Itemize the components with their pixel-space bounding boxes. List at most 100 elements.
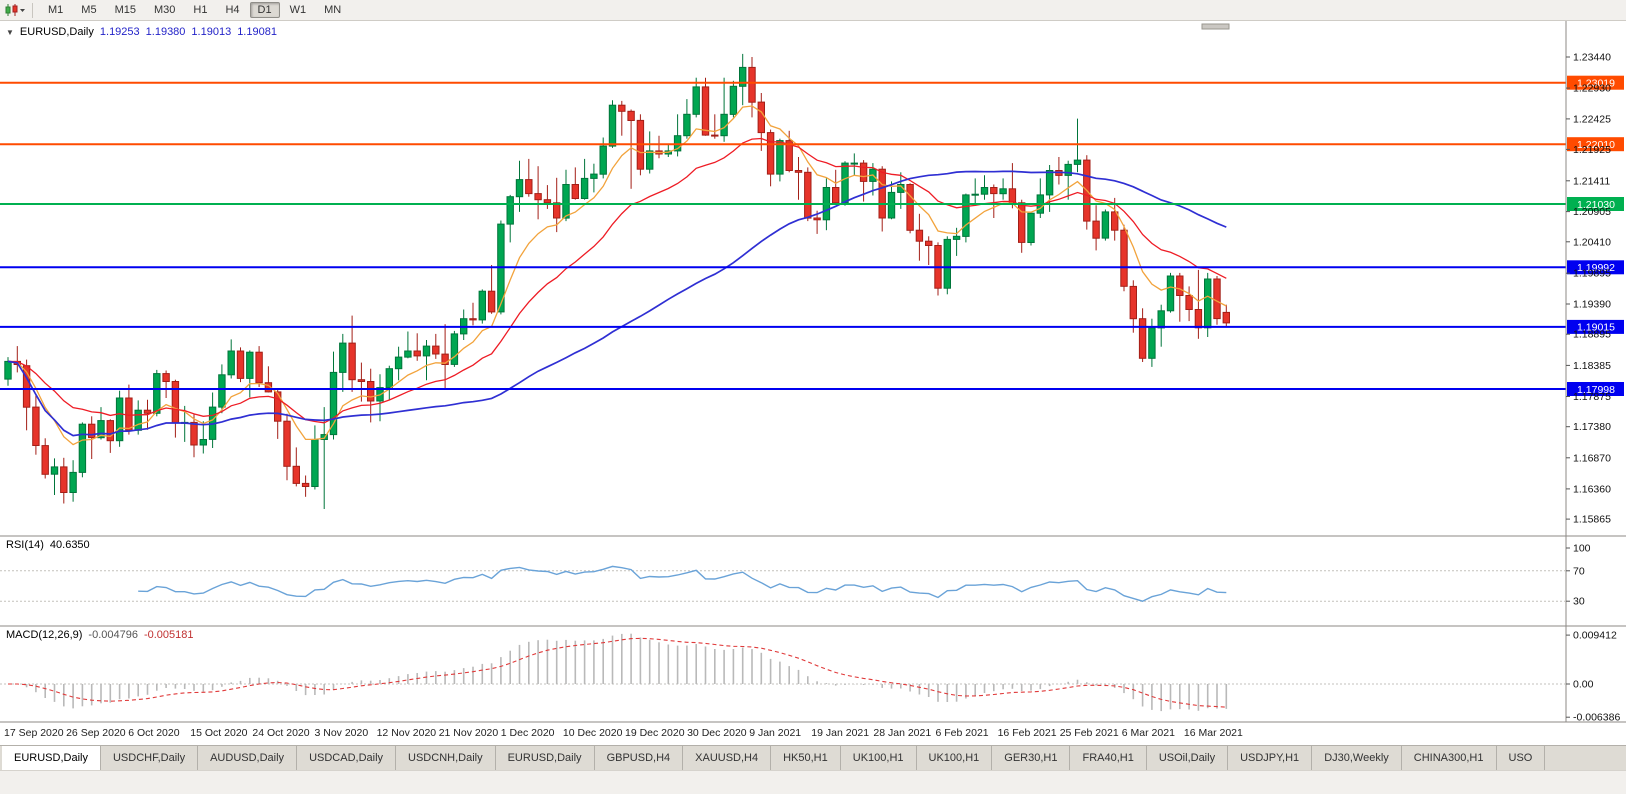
macd-signal-line — [8, 637, 1227, 708]
chart-tab-ger30-h1[interactable]: GER30,H1 — [992, 746, 1071, 770]
price-tag-label: 1.19015 — [1577, 322, 1615, 334]
candlestick-chart-icon — [5, 4, 25, 16]
date-axis-label: 6 Feb 2021 — [936, 727, 989, 739]
price-axis-label: 1.21411 — [1573, 175, 1610, 187]
date-axis-label: 6 Oct 2020 — [128, 727, 180, 739]
date-axis-label: 24 Oct 2020 — [252, 727, 309, 739]
chart-type-icon[interactable] — [4, 3, 26, 17]
chart-tab-dj30-weekly[interactable]: DJ30,Weekly — [1312, 746, 1402, 770]
date-axis-label: 26 Sep 2020 — [66, 727, 126, 739]
chevron-down-icon — [20, 9, 25, 12]
price-axis-label: 1.19895 — [1573, 268, 1611, 280]
timeframe-button-h1[interactable]: H1 — [193, 4, 208, 16]
date-axis-label: 9 Jan 2021 — [749, 727, 801, 739]
rsi-axis-label: 70 — [1573, 565, 1585, 577]
macd-axis-label: 0.009412 — [1573, 630, 1617, 642]
chart-tab-usdjpy-h1[interactable]: USDJPY,H1 — [1228, 746, 1313, 770]
status-strip — [0, 770, 1626, 794]
candlestick-series — [4, 53, 1230, 509]
timeframe-buttons-group: M1 M5 M15 M30 H1 H4 D1 W1 MN — [39, 2, 350, 18]
price-axis-label: 1.20410 — [1573, 236, 1611, 248]
price-axis-label: 1.17380 — [1573, 421, 1611, 433]
date-axis-label: 16 Mar 2021 — [1184, 727, 1243, 739]
timeframe-button-m15[interactable]: M15 — [114, 4, 136, 16]
chart-tab-eurusd-daily[interactable]: EURUSD,Daily — [495, 746, 595, 770]
price-tag-label: 1.23019 — [1577, 78, 1615, 90]
price-axis-label: 1.17875 — [1573, 391, 1611, 403]
price-axis-label: 1.18895 — [1573, 329, 1611, 341]
chart-canvas[interactable]: 1.23019 1.22010 1.21030 1.19992 1.19015 1.179… — [0, 21, 1626, 745]
ma-mid-line — [7, 137, 1227, 424]
chart-tab-china300-h1[interactable]: CHINA300,H1 — [1401, 746, 1497, 770]
chart-area[interactable]: 1.23019 1.22010 1.21030 1.19992 1.19015 1.179… — [0, 21, 1626, 745]
price-axis-label: 1.22425 — [1573, 113, 1611, 125]
rsi-axis-label: 100 — [1573, 543, 1591, 555]
price-axis-label: 1.22930 — [1573, 83, 1611, 95]
date-axis-label: 19 Jan 2021 — [811, 727, 869, 739]
price-tag — [1567, 260, 1624, 275]
date-axis-label: 19 Dec 2020 — [625, 727, 685, 739]
chart-tab-gbpusd-h4[interactable]: GBPUSD,H4 — [594, 746, 684, 770]
date-axis-label: 28 Jan 2021 — [873, 727, 931, 739]
toolbar-separator — [32, 2, 33, 18]
timeframe-toolbar: M1 M5 M15 M30 H1 H4 D1 W1 MN — [0, 0, 1626, 21]
date-axis-label: 3 Nov 2020 — [315, 727, 369, 739]
timeframe-button-w1[interactable]: W1 — [289, 4, 307, 16]
timeframe-button-m5[interactable]: M5 — [81, 4, 97, 16]
price-tag — [1567, 197, 1624, 211]
ma-slow-line — [7, 170, 1227, 437]
price-tag — [1567, 382, 1624, 396]
price-axis-label: 1.18385 — [1573, 360, 1611, 372]
macd-histogram — [16, 633, 1228, 712]
date-axis-label: 30 Dec 2020 — [687, 727, 747, 739]
timeframe-button-d1[interactable]: D1 — [249, 2, 280, 18]
timeframe-button-h4[interactable]: H4 — [225, 4, 240, 16]
price-axis-label: 1.16870 — [1573, 452, 1611, 464]
price-tag — [1567, 319, 1624, 334]
price-tag — [1567, 137, 1624, 152]
rsi-line — [138, 565, 1227, 602]
rsi-axis-label: 30 — [1573, 596, 1585, 608]
date-axis-label: 1 Dec 2020 — [501, 727, 555, 739]
date-axis-label: 25 Feb 2021 — [1060, 727, 1119, 739]
chart-tab-uk100-h1[interactable]: UK100,H1 — [916, 746, 993, 770]
price-axis-label: 1.20905 — [1573, 206, 1611, 218]
chart-tab-usdcnh-daily[interactable]: USDCNH,Daily — [396, 746, 496, 770]
price-axis-label: 1.21925 — [1573, 144, 1611, 156]
chart-tab-usdcad-daily[interactable]: USDCAD,Daily — [297, 746, 397, 770]
chart-scroll-indicator[interactable] — [1201, 23, 1230, 30]
chart-tabs-bar: EURUSD,Daily USDCHF,Daily AUDUSD,Daily USDC… — [0, 745, 1626, 770]
date-axis-label: 10 Dec 2020 — [563, 727, 623, 739]
price-tag-label: 1.21030 — [1577, 199, 1615, 211]
price-axis-label: 1.15865 — [1573, 514, 1611, 526]
date-axis-label: 21 Nov 2020 — [439, 727, 499, 739]
chart-tab-eurusd-daily[interactable]: EURUSD,Daily — [2, 746, 101, 770]
macd-axis-label: 0.00 — [1573, 679, 1594, 691]
chart-tab-fra40-h1[interactable]: FRA40,H1 — [1070, 746, 1147, 770]
chart-tab-hk50-h1[interactable]: HK50,H1 — [771, 746, 841, 770]
date-axis-label: 15 Oct 2020 — [190, 727, 247, 739]
date-axis-label: 12 Nov 2020 — [377, 727, 437, 739]
timeframe-button-m1[interactable]: M1 — [48, 4, 64, 16]
chart-tab-uso[interactable]: USO — [1496, 746, 1546, 770]
chart-tab-usdchf-daily[interactable]: USDCHF,Daily — [100, 746, 199, 770]
chart-tab-audusd-daily[interactable]: AUDUSD,Daily — [198, 746, 298, 770]
price-tag-label: 1.19992 — [1577, 262, 1615, 274]
price-tag-label: 1.17998 — [1577, 384, 1615, 396]
timeframe-button-m30[interactable]: M30 — [153, 4, 176, 16]
collapse-chart-icon[interactable]: ▼ — [6, 27, 14, 37]
chart-tab-xauusd-h4[interactable]: XAUUSD,H4 — [683, 746, 772, 770]
chart-tab-uk100-h1[interactable]: UK100,H1 — [840, 746, 917, 770]
ma-fast-line — [7, 105, 1227, 446]
price-tag — [1567, 75, 1624, 90]
date-axis-label: 17 Sep 2020 — [4, 727, 64, 739]
price-tag-label: 1.22010 — [1577, 139, 1615, 151]
date-axis-label: 6 Mar 2021 — [1122, 727, 1175, 739]
chart-tab-usoil-daily[interactable]: USOil,Daily — [1146, 746, 1229, 770]
timeframe-button-mn[interactable]: MN — [324, 4, 342, 16]
price-axis-label: 1.19390 — [1573, 299, 1611, 311]
price-axis-label: 1.16360 — [1573, 483, 1611, 495]
price-axis-label: 1.23440 — [1573, 52, 1611, 64]
macd-axis-label: -0.006386 — [1573, 712, 1620, 724]
